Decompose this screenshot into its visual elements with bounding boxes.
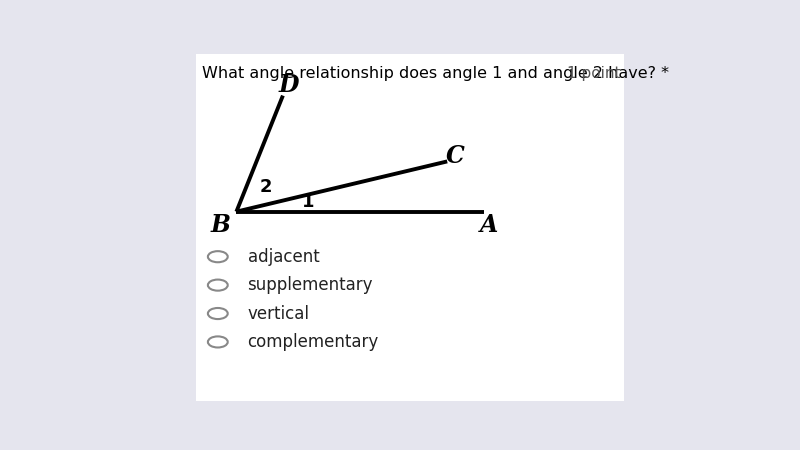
Text: 1: 1 [302,194,314,212]
Text: A: A [480,213,498,237]
Text: D: D [279,73,299,97]
Text: complementary: complementary [247,333,379,351]
Text: 2: 2 [260,178,273,196]
Text: What angle relationship does angle 1 and angle 2 have? *: What angle relationship does angle 1 and… [202,66,670,81]
FancyBboxPatch shape [196,54,624,400]
Text: supplementary: supplementary [247,276,373,294]
Text: C: C [446,144,465,168]
Text: 1 point: 1 point [567,66,621,81]
Text: B: B [211,213,231,237]
Text: adjacent: adjacent [247,248,319,266]
Text: vertical: vertical [247,305,310,323]
